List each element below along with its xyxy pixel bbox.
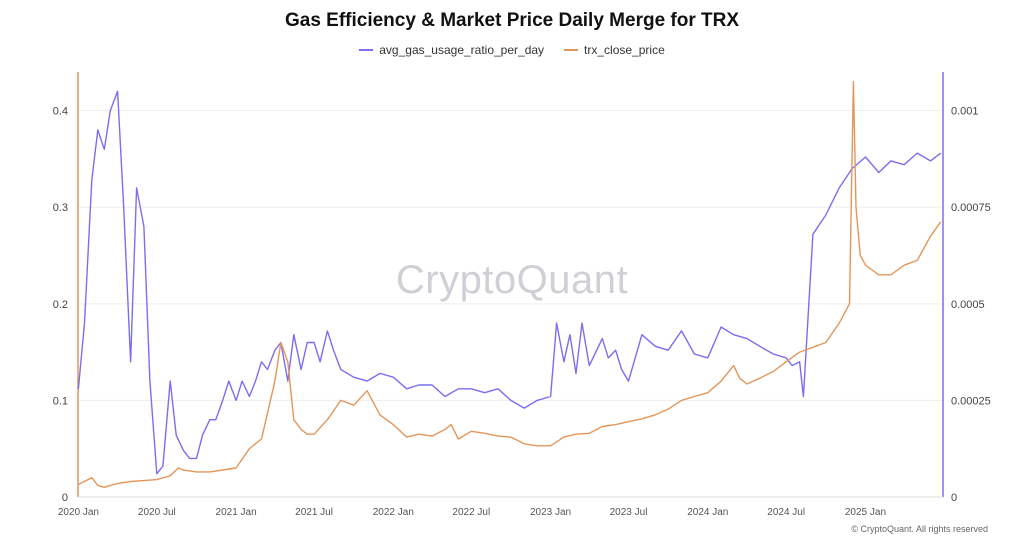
- copyright-notice: © CryptoQuant. All rights reserved: [851, 524, 988, 534]
- x-tick-label: 2024 Jan: [687, 507, 728, 518]
- legend-item-trx-price[interactable]: trx_close_price: [564, 43, 665, 57]
- legend-item-gas-ratio[interactable]: avg_gas_usage_ratio_per_day: [359, 43, 544, 57]
- right-tick-label: 0.00075: [951, 202, 991, 214]
- x-tick-label: 2023 Jul: [610, 507, 648, 518]
- left-tick-label: 0.2: [53, 299, 68, 311]
- legend-label-trx-price: trx_close_price: [584, 43, 665, 57]
- left-axis-ticks: 0 0.1 0.2 0.3 0.4: [53, 106, 68, 504]
- x-tick-label: 2021 Jan: [216, 507, 257, 518]
- left-tick-label: 0.1: [53, 395, 68, 407]
- right-tick-label: 0.0005: [951, 299, 985, 311]
- left-tick-label: 0.3: [53, 202, 68, 214]
- x-tick-label: 2020 Jan: [58, 507, 99, 518]
- right-tick-label: 0: [951, 492, 957, 504]
- legend-swatch-trx-price: [564, 49, 579, 51]
- right-tick-label: 0.00025: [951, 395, 991, 407]
- grid-lines: [78, 110, 943, 498]
- right-axis-ticks: 0 0.00025 0.0005 0.00075 0.001: [951, 106, 991, 504]
- x-tick-label: 2021 Jul: [295, 507, 333, 518]
- legend-swatch-gas-ratio: [359, 49, 374, 51]
- series-line-gas-ratio: [77, 90, 942, 475]
- legend: avg_gas_usage_ratio_per_day trx_close_pr…: [0, 43, 1024, 57]
- x-tick-label: 2022 Jul: [452, 507, 490, 518]
- axes: [77, 72, 944, 498]
- right-tick-label: 0.001: [951, 106, 979, 118]
- chart-title: Gas Efficiency & Market Price Daily Merg…: [284, 10, 740, 31]
- x-axis-ticks: 2020 Jan 2020 Jul 2021 Jan 2021 Jul 2022 Jan…: [58, 507, 886, 518]
- series-lines: [77, 80, 942, 488]
- watermark: CryptoQuant: [395, 258, 629, 302]
- x-tick-label: 2023 Jan: [530, 507, 571, 518]
- legend-label-gas-ratio: avg_gas_usage_ratio_per_day: [379, 43, 545, 57]
- x-tick-label: 2020 Jul: [138, 507, 176, 518]
- x-tick-label: 2025 Jan: [845, 507, 886, 518]
- x-tick-label: 2022 Jan: [373, 507, 414, 518]
- left-tick-label: 0.4: [53, 106, 68, 118]
- series-line-trx-price: [78, 80, 942, 488]
- x-tick-label: 2024 Jul: [767, 507, 805, 518]
- left-tick-label: 0: [62, 492, 68, 504]
